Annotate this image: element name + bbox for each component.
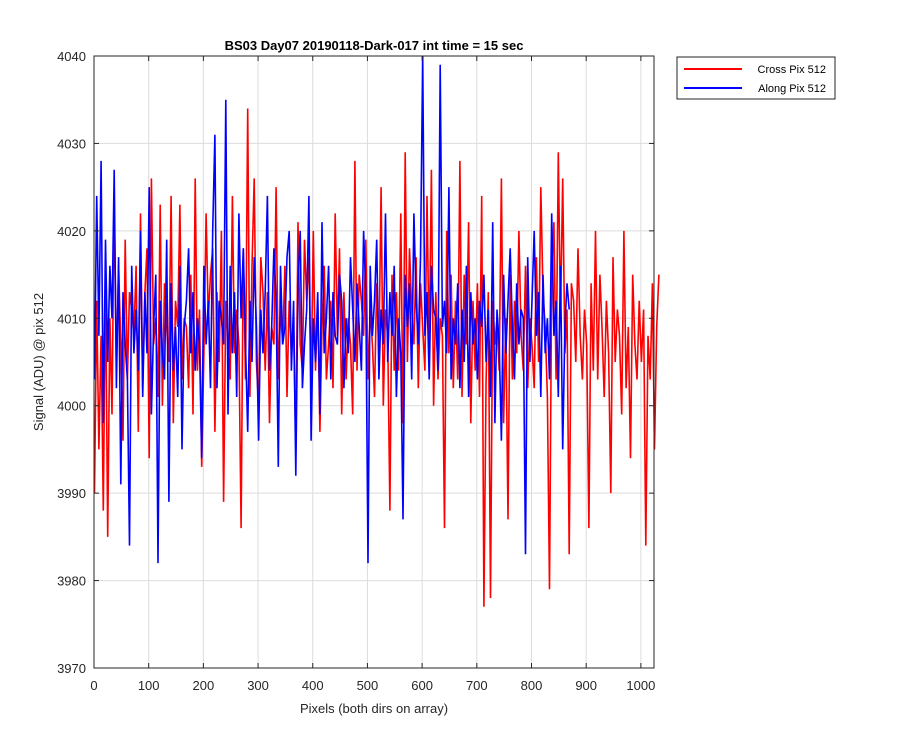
x-tick-label: 700 xyxy=(466,678,488,693)
x-tick-label: 400 xyxy=(302,678,324,693)
legend[interactable]: Cross Pix 512 Along Pix 512 xyxy=(676,56,836,100)
y-tick-label: 3970 xyxy=(57,661,86,676)
legend-label-along: Along Pix 512 xyxy=(758,83,826,95)
legend-box xyxy=(676,56,836,100)
x-tick-label: 600 xyxy=(411,678,433,693)
x-tick-label: 200 xyxy=(193,678,215,693)
x-tick-label: 300 xyxy=(247,678,269,693)
y-tick-label: 3980 xyxy=(57,574,86,589)
y-tick-label: 4030 xyxy=(57,136,86,151)
series-line-along-pix-512 xyxy=(93,55,570,564)
series-layer xyxy=(93,55,660,607)
legend-label-cross: Cross Pix 512 xyxy=(758,64,826,76)
axis-ticks: 0 100 200 300 400 500 600 700 800 900 1000 3970 3980… xyxy=(57,49,655,693)
y-tick-label: 4040 xyxy=(57,49,86,64)
x-axis-label: Pixels (both dirs on array) xyxy=(300,701,448,716)
plot-frame xyxy=(93,55,655,669)
x-tick-label: 900 xyxy=(575,678,597,693)
y-tick-label: 4000 xyxy=(57,399,86,414)
x-tick-label: 100 xyxy=(138,678,160,693)
chart-title: BS03 Day07 20190118-Dark-017 int time = … xyxy=(225,38,524,53)
y-tick-label: 4020 xyxy=(57,224,86,239)
x-tick-label: 0 xyxy=(90,678,97,693)
x-tick-label: 800 xyxy=(521,678,543,693)
x-tick-label: 1000 xyxy=(626,678,655,693)
x-tick-label: 500 xyxy=(357,678,379,693)
y-axis-label: Signal (ADU) @ pix 512 xyxy=(31,293,46,431)
y-tick-label: 3990 xyxy=(57,486,86,501)
y-tick-label: 4010 xyxy=(57,311,86,326)
